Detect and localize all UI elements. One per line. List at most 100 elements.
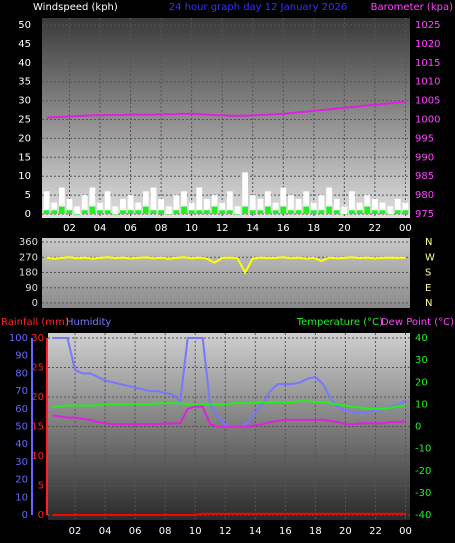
- bar: [288, 195, 294, 214]
- x-tick-label: 20: [338, 223, 351, 234]
- y-tick-label: 10: [31, 451, 44, 462]
- y2-tick-label: 985: [415, 171, 434, 182]
- legend-label: Barometer (kpa): [371, 2, 453, 13]
- y2-tick-label: N: [425, 298, 432, 309]
- bar: [257, 198, 264, 214]
- x-tick-label: 14: [249, 526, 262, 537]
- bar: [402, 202, 409, 214]
- bar: [257, 210, 264, 214]
- bar: [295, 198, 302, 214]
- bar: [234, 206, 241, 214]
- y-tick-label: 35: [18, 77, 31, 88]
- bar: [226, 191, 233, 214]
- bar: [173, 195, 180, 214]
- y-tick-label: 0: [32, 298, 38, 309]
- x-tick-label: 16: [277, 223, 290, 234]
- y2-tick-label: -20: [415, 466, 431, 477]
- y-tick-label: 180: [19, 268, 38, 279]
- series-line: [52, 512, 406, 516]
- bar: [112, 214, 119, 215]
- y-tick-label: 25: [18, 115, 31, 126]
- x-tick-label: 06: [129, 526, 142, 537]
- bar: [272, 210, 279, 214]
- bar: [372, 210, 378, 214]
- x-tick-label: 12: [216, 223, 229, 234]
- bar: [66, 210, 73, 214]
- bar: [211, 206, 218, 214]
- legend-label: Rainfall (mm): [1, 317, 69, 328]
- bar: [188, 210, 195, 214]
- bar: [127, 210, 134, 214]
- bar: [249, 210, 256, 214]
- bar: [211, 195, 218, 214]
- x-tick-label: 18: [307, 223, 320, 234]
- bar: [326, 187, 332, 214]
- bar: [89, 187, 96, 214]
- y2-tick-label: W: [425, 252, 435, 263]
- bar: [196, 187, 203, 214]
- bar: [120, 210, 126, 214]
- bar: [318, 195, 325, 214]
- bar: [310, 202, 317, 214]
- y2-tick-label: 1000: [415, 115, 440, 126]
- x-tick-label: 10: [185, 223, 198, 234]
- bar: [303, 191, 310, 214]
- bar: [181, 206, 187, 214]
- bar: [135, 202, 142, 214]
- bar: [394, 210, 401, 214]
- bar: [43, 210, 50, 214]
- x-tick-label: 08: [155, 223, 168, 234]
- y3-tick-label: 100: [9, 333, 28, 344]
- bar: [89, 206, 96, 214]
- bar: [173, 210, 180, 214]
- y-tick-label: 50: [18, 20, 31, 31]
- x-tick-label: 00: [399, 526, 412, 537]
- bar: [74, 214, 80, 215]
- x-tick-label: 14: [246, 223, 259, 234]
- y-tick-label: 15: [31, 422, 44, 433]
- bar: [333, 198, 340, 214]
- bar: [142, 191, 149, 214]
- y-tick-label: 15: [18, 152, 31, 163]
- bar: [341, 214, 348, 215]
- x-tick-label: 02: [69, 526, 82, 537]
- x-tick-label: 20: [339, 526, 352, 537]
- y-tick-label: 270: [19, 252, 38, 263]
- y3-tick-label: 60: [15, 404, 28, 415]
- y2-tick-label: 0: [415, 422, 421, 433]
- bar: [58, 206, 65, 214]
- bar: [43, 191, 50, 214]
- x-tick-label: 22: [369, 223, 382, 234]
- y-tick-label: 90: [25, 283, 38, 294]
- y2-tick-label: 995: [415, 133, 434, 144]
- y2-tick-label: E: [425, 283, 431, 294]
- bar: [74, 206, 80, 214]
- y3-tick-label: 50: [15, 422, 28, 433]
- bar: [402, 210, 409, 214]
- y2-tick-label: 10: [415, 399, 428, 410]
- bar: [81, 210, 88, 214]
- y-tick-label: 45: [18, 39, 31, 50]
- x-tick-label: 02: [63, 223, 76, 234]
- bar: [349, 210, 355, 214]
- y3-tick-label: 20: [15, 475, 28, 486]
- bar: [356, 210, 363, 214]
- y2-tick-label: 1020: [415, 39, 440, 50]
- bar: [280, 206, 287, 214]
- chart-title: 24 hour graph day 12 January 2026: [169, 2, 347, 13]
- bar: [234, 214, 241, 215]
- y3-tick-label: 30: [15, 457, 28, 468]
- y2-tick-label: 990: [415, 152, 434, 163]
- bar: [204, 210, 210, 214]
- y-tick-label: 0: [25, 209, 31, 220]
- y2-tick-label: -40: [415, 510, 431, 521]
- y-tick-label: 40: [18, 58, 31, 69]
- y2-tick-label: 30: [415, 355, 428, 366]
- y2-tick-label: 980: [415, 190, 434, 201]
- bar: [51, 202, 58, 214]
- bar: [280, 187, 287, 214]
- y2-tick-label: 1025: [415, 20, 440, 31]
- bar: [181, 191, 187, 214]
- y3-tick-label: 70: [15, 386, 28, 397]
- y2-tick-label: 1010: [415, 77, 440, 88]
